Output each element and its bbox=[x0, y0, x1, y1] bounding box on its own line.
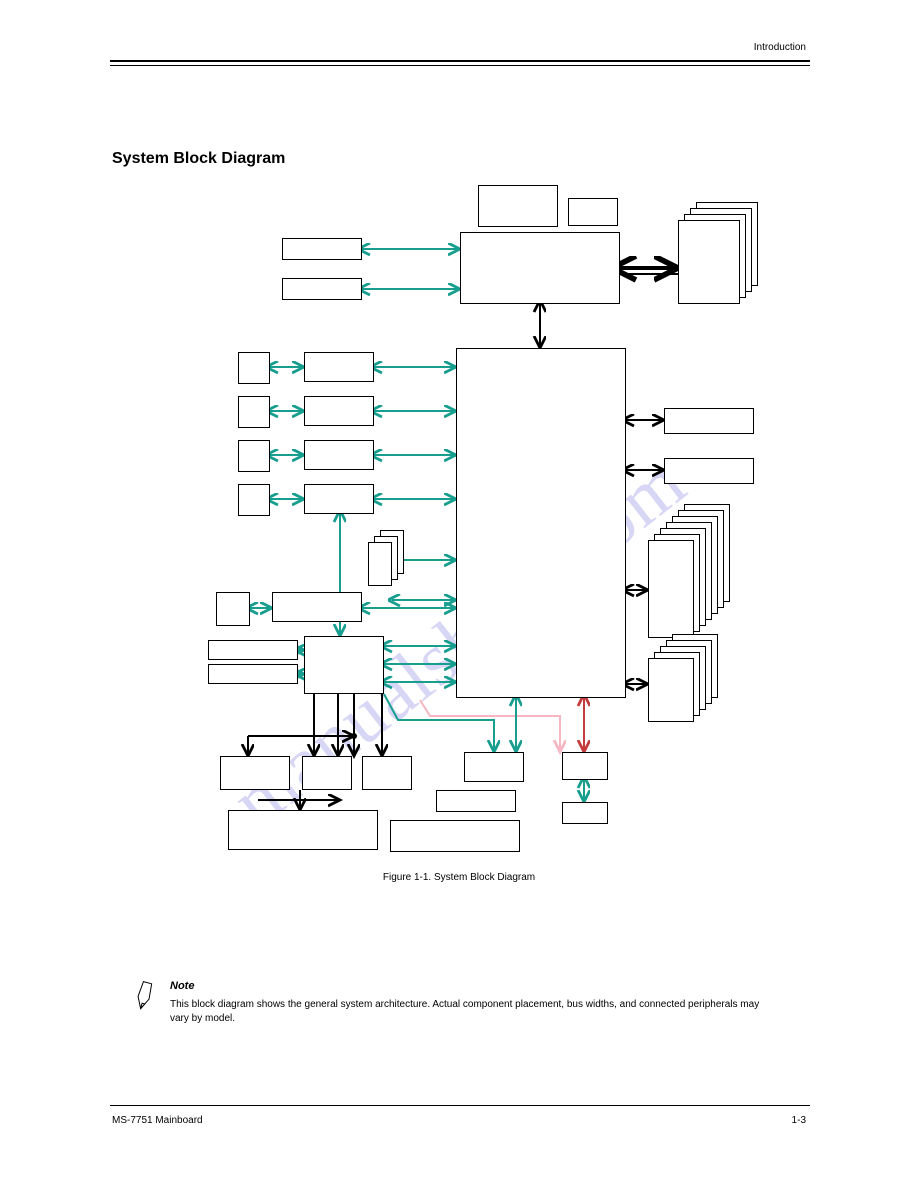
node-r5 bbox=[272, 592, 362, 622]
node-sq3 bbox=[238, 440, 270, 472]
node-south bbox=[456, 348, 626, 698]
node-vga_b bbox=[282, 278, 362, 300]
node-lan_conn bbox=[562, 802, 608, 824]
node-north bbox=[460, 232, 620, 304]
node-right_a bbox=[664, 408, 754, 434]
rule-top-1 bbox=[110, 60, 810, 62]
node-r7 bbox=[208, 664, 298, 684]
node-r6 bbox=[208, 640, 298, 660]
node-btm_big bbox=[228, 810, 378, 850]
rule-bottom bbox=[110, 1105, 810, 1106]
rule-top-2 bbox=[110, 65, 810, 66]
node-lan_phy bbox=[562, 752, 608, 780]
footer-right: 1-3 bbox=[792, 1115, 806, 1126]
node-sq5 bbox=[216, 592, 250, 626]
node-sq4 bbox=[238, 484, 270, 516]
node-sq2 bbox=[238, 396, 270, 428]
node-btm_c bbox=[362, 756, 412, 790]
page: manualshive.com Introduction MS-7751 Mai… bbox=[0, 0, 918, 1188]
node-sata_stack-0 bbox=[648, 658, 694, 722]
node-sio bbox=[304, 636, 384, 694]
node-btm_e bbox=[436, 790, 516, 812]
node-btm_f bbox=[390, 820, 520, 852]
node-right_b bbox=[664, 458, 754, 484]
node-btm_d bbox=[464, 752, 524, 782]
figure-caption: Figure 1-1. System Block Diagram bbox=[0, 872, 918, 883]
node-btm_a bbox=[220, 756, 290, 790]
node-sq1 bbox=[238, 352, 270, 384]
footer-left: MS-7751 Mainboard bbox=[112, 1115, 203, 1126]
header-text: Introduction bbox=[754, 42, 806, 53]
pencil-icon bbox=[127, 975, 165, 1013]
node-cpu_clk bbox=[568, 198, 618, 226]
node-btm_b bbox=[302, 756, 352, 790]
note-heading: Note bbox=[170, 980, 194, 992]
node-vga_a bbox=[282, 238, 362, 260]
node-dimm_stack-0 bbox=[678, 220, 740, 304]
note-body: This block diagram shows the general sys… bbox=[170, 998, 770, 1026]
node-small_stack-0 bbox=[368, 542, 392, 586]
node-cpu_cache bbox=[478, 185, 558, 227]
page-title: System Block Diagram bbox=[112, 150, 285, 168]
node-r3 bbox=[304, 440, 374, 470]
node-r2 bbox=[304, 396, 374, 426]
node-pci_stack-0 bbox=[648, 540, 694, 638]
node-r4 bbox=[304, 484, 374, 514]
node-r1 bbox=[304, 352, 374, 382]
